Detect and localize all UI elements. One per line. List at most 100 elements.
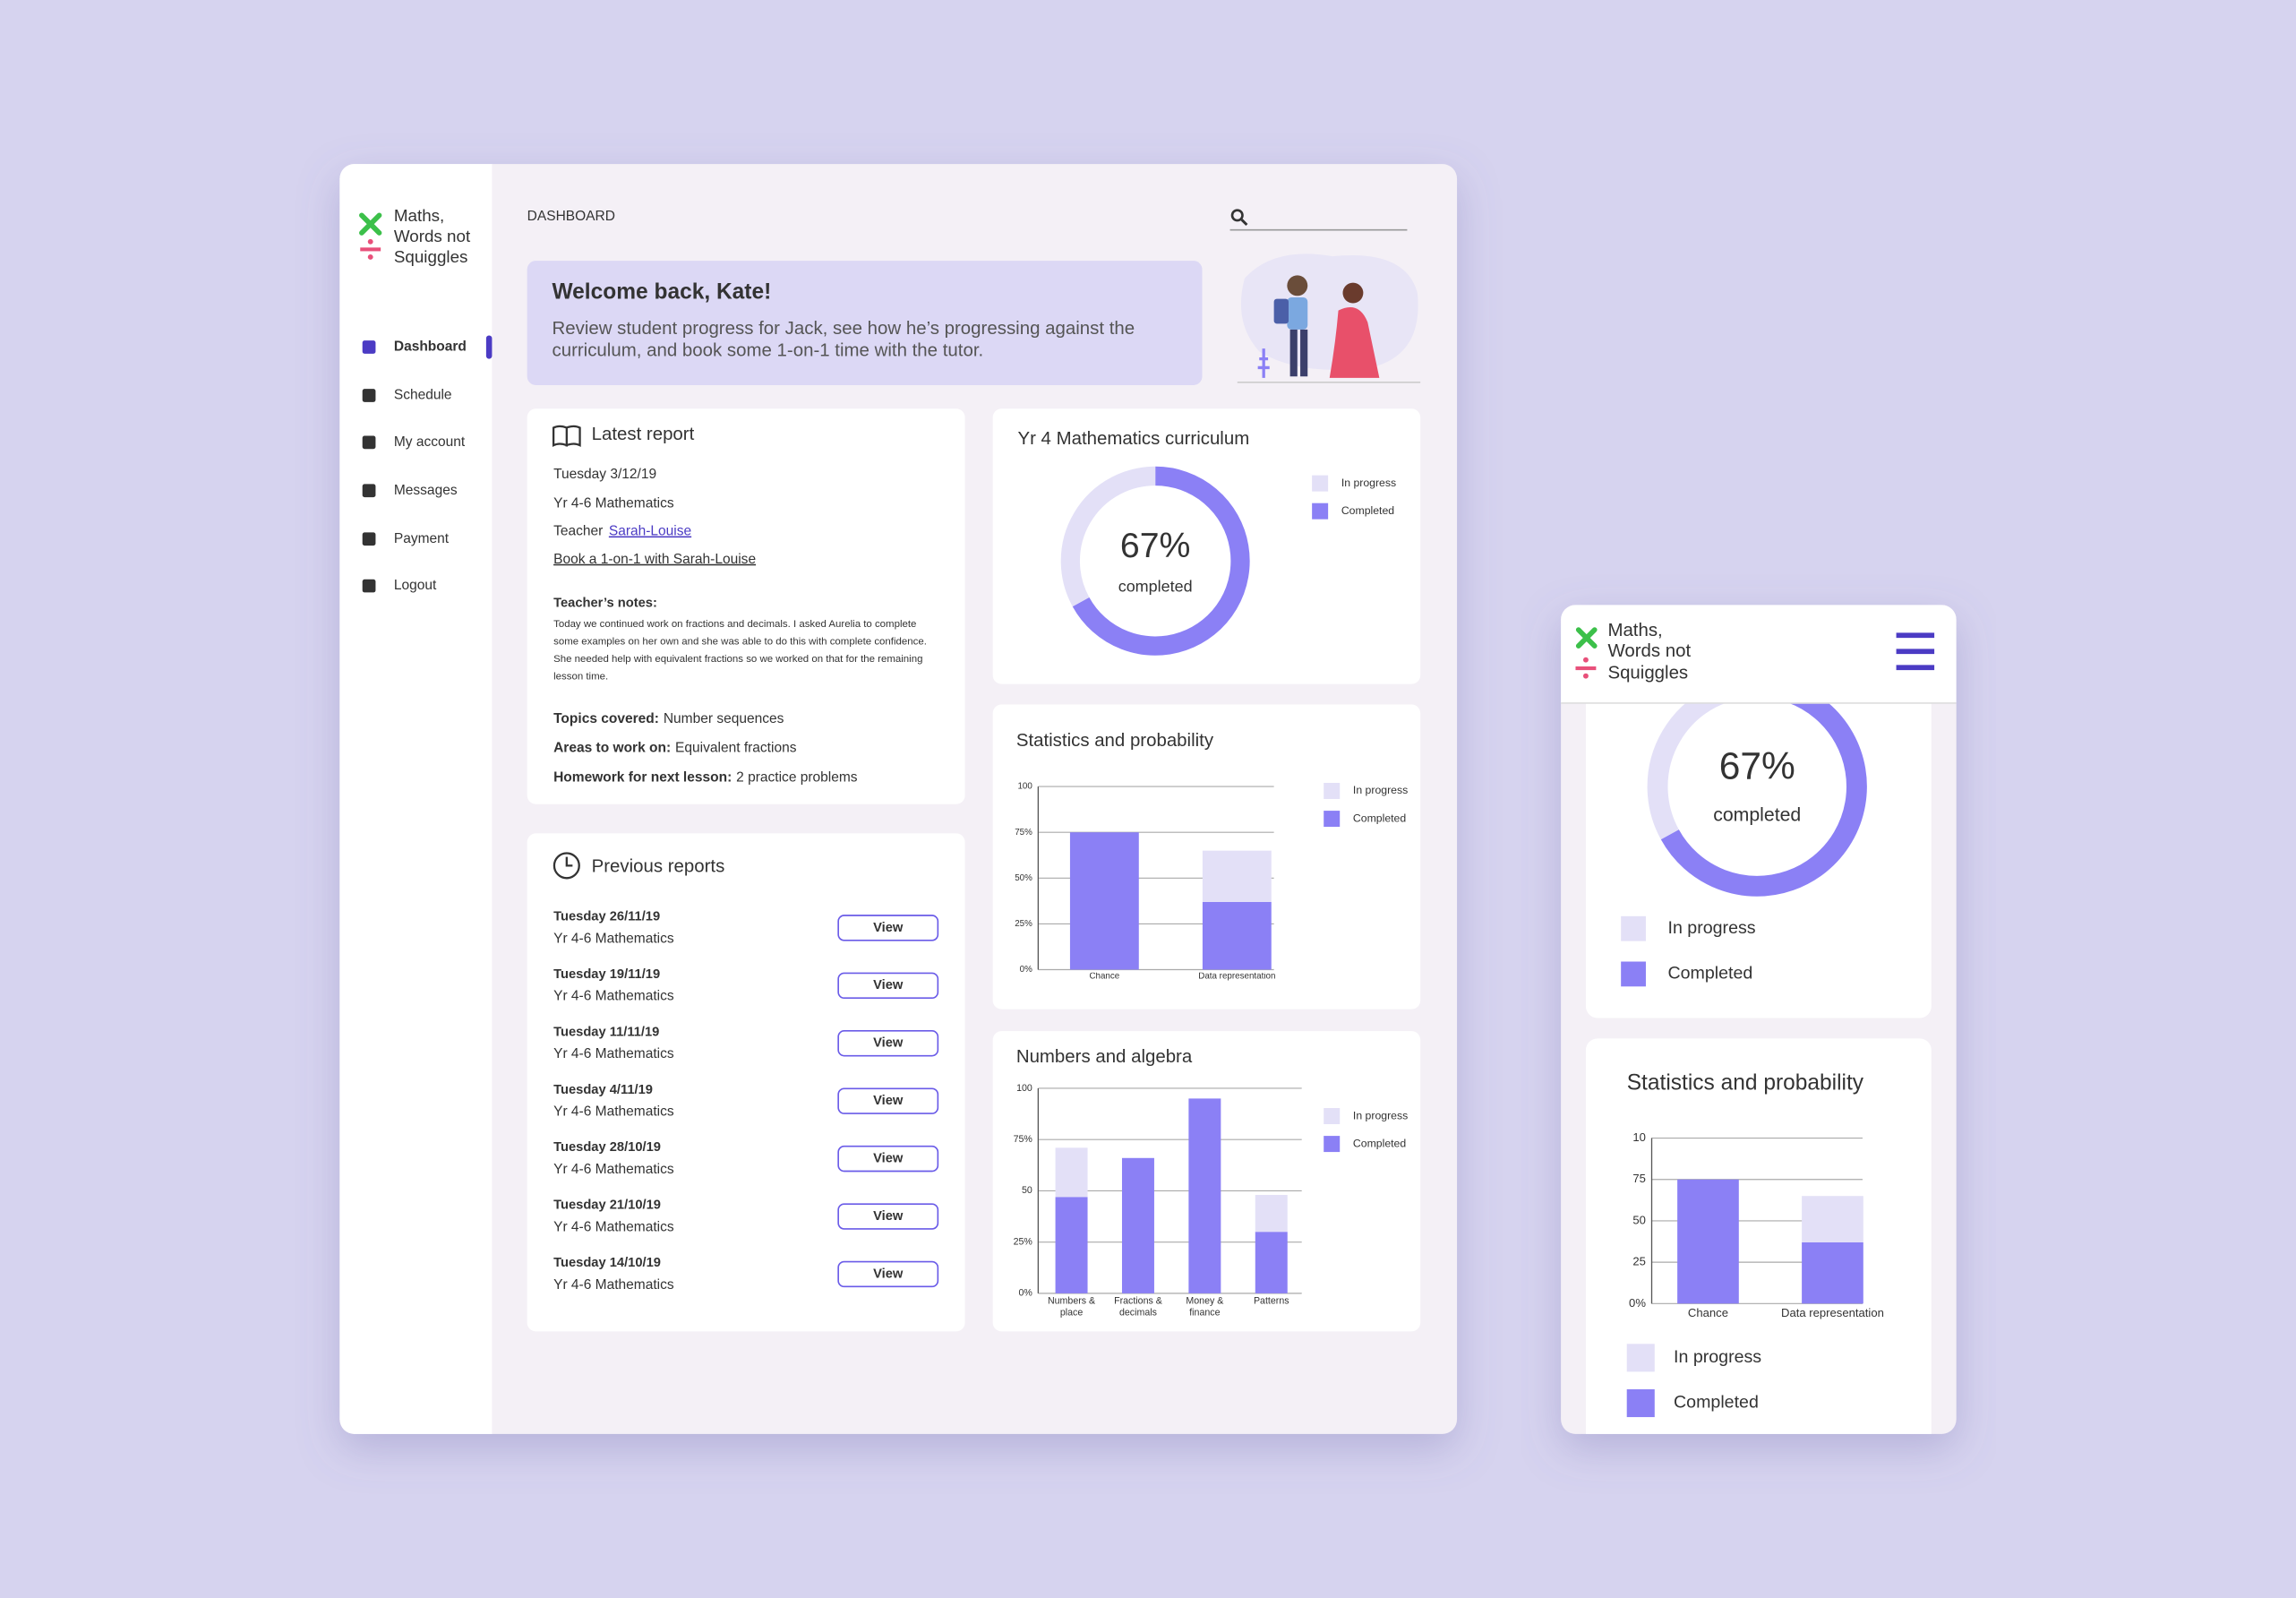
report-date: Tuesday 11/11/19 <box>553 1025 659 1039</box>
nav-item[interactable]: Dashboard <box>362 335 493 359</box>
x-tick-label: Money & finance <box>1186 1296 1224 1318</box>
report-fields: Topics covered: Number sequences Areas to … <box>553 711 858 785</box>
donut-chart: 67% completed In progress Completed <box>1060 466 1396 656</box>
nav-label: Messages <box>394 483 458 498</box>
nav-item[interactable]: Payment <box>362 531 450 546</box>
bar-chart: 0% 25% 50% 75% 100 Chance Data representation I… <box>1015 782 1408 982</box>
x-tick-label: Patterns <box>1253 1296 1289 1307</box>
legend-label: In progress <box>1674 1347 1761 1367</box>
button-frame <box>837 1145 939 1173</box>
report-date: Tuesday 19/11/19 <box>553 967 660 982</box>
legend-label: Completed <box>1674 1393 1759 1413</box>
x-tick-label: Data representation <box>1780 1306 1884 1320</box>
x-tick-label-box: Chance <box>1687 1306 1728 1320</box>
field-value: Equivalent fractions <box>675 741 797 756</box>
x-tick-label-box: Chance <box>1089 972 1120 982</box>
y-tick-label: 25% <box>1014 1236 1033 1247</box>
curriculum-card <box>992 408 1421 684</box>
book-link[interactable]: Book a 1-on-1 with Sarah-Louise <box>553 552 756 567</box>
menu-button[interactable] <box>1896 632 1935 671</box>
button-label: View <box>873 1267 904 1281</box>
nav-icon <box>362 435 376 450</box>
view-button[interactable]: View <box>837 1087 939 1114</box>
legend-swatch <box>1312 503 1329 520</box>
brand-line: Maths, <box>1607 621 1662 640</box>
y-tick-label: 50 <box>1022 1185 1032 1196</box>
nav-label: Dashboard <box>394 339 467 355</box>
legend-label: In progress <box>1353 784 1408 796</box>
button-label: View <box>873 1151 904 1165</box>
legend-swatch <box>1324 1108 1341 1125</box>
button-frame <box>837 915 939 941</box>
nav-label: Payment <box>394 531 450 546</box>
report-date: Tuesday 28/10/19 <box>553 1140 661 1155</box>
nav-label: Schedule <box>394 388 452 403</box>
report-list: Tuesday 26/11/19 Yr 4-6 Mathematics View Tu… <box>553 910 939 1293</box>
x-tick-label-box: Money & finance <box>1186 1296 1224 1318</box>
x-tick-label-box: Data representation <box>1780 1306 1884 1320</box>
bar <box>1202 850 1272 902</box>
donut-segment <box>1660 676 1867 897</box>
illustration <box>1237 253 1421 383</box>
y-tick-label: 0% <box>1629 1296 1646 1310</box>
mobile-header <box>1561 605 1957 703</box>
button-label: View <box>873 1094 904 1108</box>
view-button[interactable]: View <box>837 1030 939 1057</box>
bar <box>1055 1147 1088 1198</box>
view-button[interactable]: View <box>837 1145 939 1173</box>
y-tick-label: 25% <box>1015 919 1032 929</box>
view-button[interactable]: View <box>837 1203 939 1230</box>
welcome-text-box: Review student progress for Jack, see ho… <box>552 317 1135 361</box>
bar <box>1055 1197 1088 1293</box>
legend-label: Completed <box>1353 1137 1406 1149</box>
welcome-banner <box>527 261 1203 386</box>
report-field: Topics covered: Number sequences <box>553 711 784 726</box>
brand-line: Squiggles <box>1607 664 1688 683</box>
field-label: Areas to work on: <box>553 741 671 756</box>
active-indicator <box>485 335 493 359</box>
x-tick-label: Chance <box>1687 1306 1728 1320</box>
report-date: Tuesday 3/12/19 <box>553 467 656 482</box>
brand-line: Words not <box>1607 641 1691 661</box>
search[interactable] <box>1229 209 1408 231</box>
legend-swatch <box>1324 1136 1341 1153</box>
bar-chart: 0% 25% 50 75% 100 Numbers & place Fractions & … <box>1014 1083 1409 1318</box>
notes-box: Today we continued work on fractions and… <box>553 620 927 683</box>
x-tick-label: Chance <box>1089 972 1120 982</box>
welcome-text: Review student progress for Jack, see ho… <box>552 317 1135 361</box>
button-label: View <box>873 1036 904 1051</box>
brand-line: Squiggles <box>394 247 468 266</box>
nav-item[interactable]: My account <box>362 434 466 450</box>
report-course: Yr 4-6 Mathematics <box>553 1277 674 1293</box>
nav-item[interactable]: Messages <box>362 483 458 498</box>
nav-item[interactable]: Logout <box>362 578 437 593</box>
view-button[interactable]: View <box>837 972 939 1000</box>
donut-value: 67% <box>1120 526 1191 565</box>
clock-icon <box>553 852 580 880</box>
view-button[interactable]: View <box>837 915 939 941</box>
report-course: Yr 4-6 Mathematics <box>553 496 674 511</box>
report-course: Yr 4-6 Mathematics <box>553 1104 674 1120</box>
y-tick-label: 50 <box>1632 1213 1646 1226</box>
view-button[interactable]: View <box>837 1260 939 1288</box>
card-title: Statistics and probability <box>1627 1071 1864 1095</box>
nav-item[interactable]: Schedule <box>362 388 452 403</box>
x-tick-label-box: Patterns <box>1253 1296 1289 1307</box>
y-tick-label: 0% <box>1018 1288 1032 1299</box>
donut-caption: completed <box>1713 803 1801 825</box>
report-date: Tuesday 4/11/19 <box>553 1083 653 1097</box>
bar <box>1677 1179 1739 1304</box>
button-frame <box>837 1203 939 1230</box>
bar <box>1802 1196 1863 1242</box>
y-tick-label: 0% <box>1020 965 1032 975</box>
teacher-link[interactable]: Sarah-Louise <box>609 524 691 539</box>
nav: Dashboard Schedule My account Messages Payme… <box>362 335 493 593</box>
brand-line: Maths, <box>394 206 444 225</box>
button-frame <box>837 1260 939 1288</box>
legend-swatch <box>1626 1344 1655 1372</box>
field-label: Homework for next lesson: <box>553 769 732 785</box>
report-course: Yr 4-6 Mathematics <box>553 931 674 946</box>
nav-icon <box>362 340 376 354</box>
